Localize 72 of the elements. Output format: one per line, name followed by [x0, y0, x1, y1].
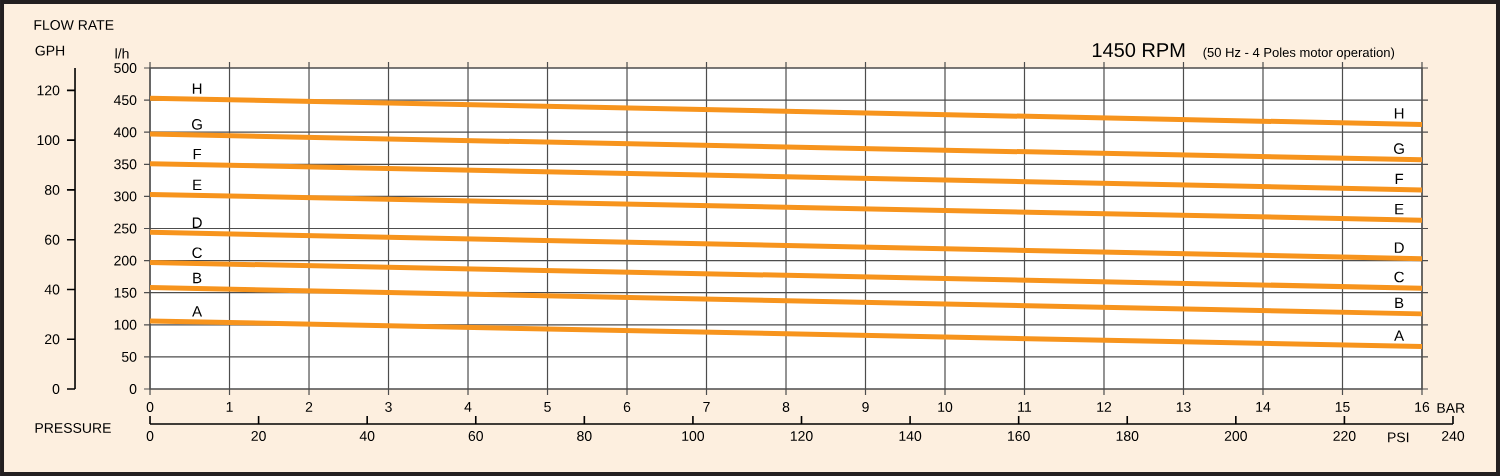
x-tick-label: 2	[305, 402, 313, 412]
x2-tick-label: 220	[1333, 431, 1356, 441]
y-tick-label: 300	[114, 191, 137, 202]
series-label: A	[192, 306, 203, 317]
x2-tick-label: 40	[359, 431, 375, 441]
y-tick-label: 450	[113, 95, 137, 106]
y2-tick-label: 100	[37, 135, 60, 146]
x-tick-label: 9	[862, 402, 869, 412]
text: E	[193, 179, 202, 191]
x2-tick-label: 160	[1008, 431, 1030, 441]
x-tick-label: 5	[544, 402, 551, 412]
series-label: B	[193, 272, 202, 284]
x2-tick-label: 100	[682, 431, 705, 441]
y-axis-title: l/h	[115, 48, 129, 59]
text: B	[1395, 297, 1404, 308]
x-tick-label: 15	[1335, 402, 1350, 412]
x2-tick-label: 140	[899, 431, 922, 441]
x-tick-label: 4	[464, 402, 472, 412]
x-tick-label: 13	[1176, 402, 1191, 412]
y-tick-label: 350	[114, 159, 137, 170]
y2-tick-label: 20	[45, 334, 60, 345]
y2-tick-label: 40	[44, 284, 60, 295]
x2-tick-label: 0	[146, 431, 154, 441]
y2-tick-label: 120	[37, 85, 60, 96]
text: A	[1394, 330, 1405, 341]
chart-subtitle: (50 Hz - 4 Poles motor operation)	[1203, 47, 1395, 60]
x-tick-label: 16	[1415, 402, 1430, 412]
y-tick-label: 0	[129, 384, 137, 394]
y2-tick-label: 60	[45, 234, 60, 245]
x-tick-label: 11	[1018, 402, 1032, 412]
series-label: D	[1394, 242, 1404, 253]
x-tick-label: 14	[1256, 402, 1271, 412]
x-tick-label: 7	[703, 402, 710, 412]
text: D	[192, 217, 202, 228]
series-label: C	[1394, 271, 1404, 283]
x2-tick-label: 180	[1116, 431, 1139, 441]
x2-tick-label: 80	[577, 431, 592, 441]
series-label: F	[1395, 173, 1404, 185]
y-tick-label: 500	[114, 63, 137, 73]
y-tick-label: 200	[114, 255, 137, 266]
x-tick-label: 0	[146, 402, 154, 412]
y2-tick-label: 80	[44, 184, 60, 195]
x-tick-label: 6	[623, 402, 631, 412]
y2-tick-label: 0	[52, 384, 60, 394]
text: C	[192, 247, 202, 259]
y-tick-label: 100	[114, 319, 137, 330]
x-tick-label: 1	[226, 402, 233, 412]
x2-tick-label: 200	[1224, 431, 1247, 441]
series-label: H	[1394, 108, 1404, 119]
y2-axis-title: GPH	[35, 45, 65, 56]
x-tick-label: 10	[938, 402, 953, 412]
x2-tick-label: 120	[790, 431, 813, 441]
x2-tick-label: 60	[468, 431, 483, 441]
y-tick-label: 400	[113, 127, 137, 138]
x2-axis-title: PSI	[1388, 432, 1409, 443]
text: F	[193, 148, 202, 160]
y-tick-label: 250	[114, 223, 137, 234]
x2-tick-label: 20	[251, 431, 266, 441]
y-tick-label: 150	[114, 287, 137, 298]
x-axis-title: BAR	[1437, 403, 1465, 413]
text: PRESSURE	[35, 423, 111, 433]
x-tick-label: 12	[1097, 402, 1112, 412]
y-tick-label: 50	[121, 351, 137, 362]
chart-title: 1450 RPM	[1092, 42, 1185, 58]
series-label: E	[1395, 203, 1404, 215]
x2-tick-label: 240	[1442, 431, 1465, 441]
text: H	[192, 83, 202, 94]
series-label: G	[192, 119, 202, 130]
text: G	[1394, 143, 1404, 154]
x-tick-label: 8	[782, 402, 790, 412]
x-tick-label: 3	[385, 402, 392, 412]
text: FLOW RATE	[34, 20, 114, 30]
